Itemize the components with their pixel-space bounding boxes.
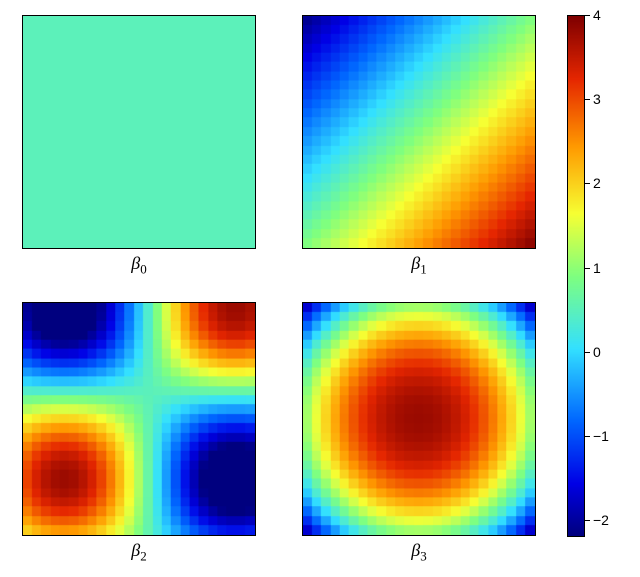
colorbar-tick-label: −1: [593, 428, 609, 444]
figure-root: β0 β1 β2 β3 −2 −1 0 1 2 3 4: [0, 0, 640, 577]
colorbar-tick: [585, 183, 590, 184]
colorbar-tick: [585, 352, 590, 353]
colorbar-tick-label: 1: [593, 260, 601, 276]
colorbar-tick-label: 0: [593, 344, 601, 360]
panel-label-beta0: β0: [22, 253, 256, 278]
panel-label-beta2: β2: [22, 540, 256, 565]
colorbar-tick-label: −2: [593, 512, 609, 528]
panel-beta3: [302, 302, 536, 536]
colorbar-tick-label: 3: [593, 91, 601, 107]
colorbar-tick: [585, 99, 590, 100]
panel-beta1: [302, 15, 536, 249]
colorbar-tick: [585, 520, 590, 521]
heatmap-canvas-beta1: [303, 16, 535, 248]
colorbar-tick: [585, 268, 590, 269]
colorbar-tick: [585, 15, 590, 16]
panel-beta0: [22, 15, 256, 249]
panel-beta2: [22, 302, 256, 536]
heatmap-canvas-beta2: [23, 303, 255, 535]
colorbar-tick-label: 4: [593, 7, 601, 23]
colorbar-canvas: [568, 16, 584, 536]
colorbar-tick-label: 2: [593, 175, 601, 191]
panel-label-beta3: β3: [302, 540, 536, 565]
colorbar-tick: [585, 436, 590, 437]
colorbar: [567, 15, 585, 537]
heatmap-canvas-beta0: [23, 16, 255, 248]
heatmap-canvas-beta3: [303, 303, 535, 535]
panel-label-beta1: β1: [302, 253, 536, 278]
